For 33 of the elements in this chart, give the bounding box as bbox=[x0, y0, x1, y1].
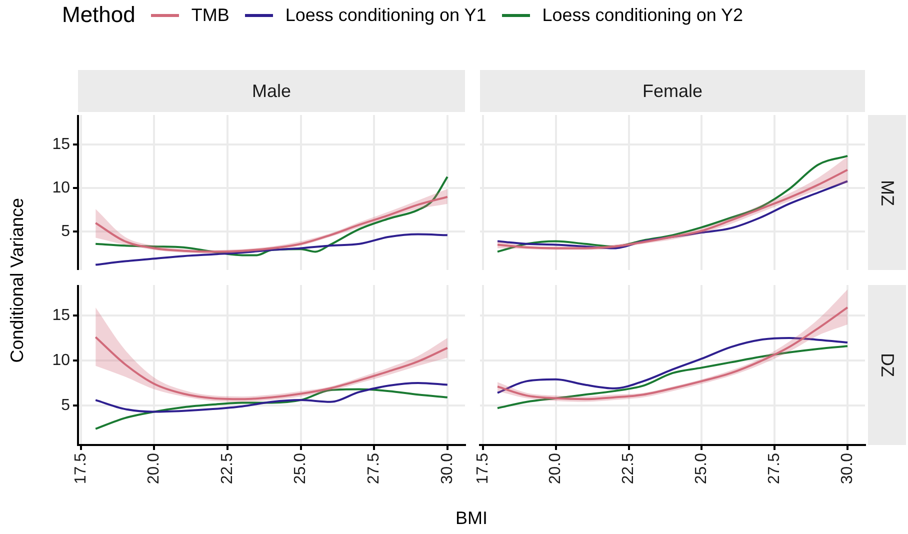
x-tick-label: 30.0 bbox=[438, 452, 456, 484]
line-series bbox=[94, 233, 448, 266]
x-tick-label: 30.0 bbox=[838, 452, 856, 484]
x-tick-label: 25.0 bbox=[292, 452, 310, 484]
x-tick-label: 22.5 bbox=[218, 452, 236, 484]
x-tick-label: 20.0 bbox=[146, 452, 163, 484]
legend-label: TMB bbox=[191, 4, 230, 26]
x-tick-label: 22.5 bbox=[620, 452, 638, 484]
chart-title: Male bbox=[252, 80, 291, 102]
legend-label: Loess conditioning on Y1 bbox=[285, 4, 486, 26]
x-tick-label: 17.5 bbox=[474, 452, 492, 484]
x-axis-title: BMI bbox=[455, 508, 488, 528]
chart-title: Female bbox=[642, 80, 703, 102]
y-tick-label: 5 bbox=[61, 223, 70, 240]
x-tick-label: 20.0 bbox=[547, 452, 564, 484]
y-tick-label: 15 bbox=[52, 136, 70, 154]
line-series bbox=[94, 382, 448, 413]
y2-axis-title: MZ bbox=[876, 180, 898, 206]
legend-label: Loess conditioning on Y2 bbox=[542, 4, 744, 26]
y-tick-label: 10 bbox=[52, 352, 70, 369]
x-tick-label: 25.0 bbox=[693, 452, 710, 484]
line-series bbox=[94, 388, 448, 430]
line-series bbox=[94, 336, 448, 400]
x-tick-label: 27.5 bbox=[366, 452, 383, 484]
x-tick-label: 27.5 bbox=[766, 452, 783, 484]
y-tick-label: 15 bbox=[52, 306, 70, 324]
legend-title: Method bbox=[62, 2, 136, 28]
line-series bbox=[94, 176, 448, 256]
y-axis-title: Conditional Variance bbox=[6, 198, 28, 362]
x-tick-label: 17.5 bbox=[72, 452, 90, 484]
y-tick-label: 10 bbox=[52, 180, 70, 197]
y-tick-label: 5 bbox=[61, 396, 70, 414]
y2-axis-title: DZ bbox=[876, 353, 898, 377]
